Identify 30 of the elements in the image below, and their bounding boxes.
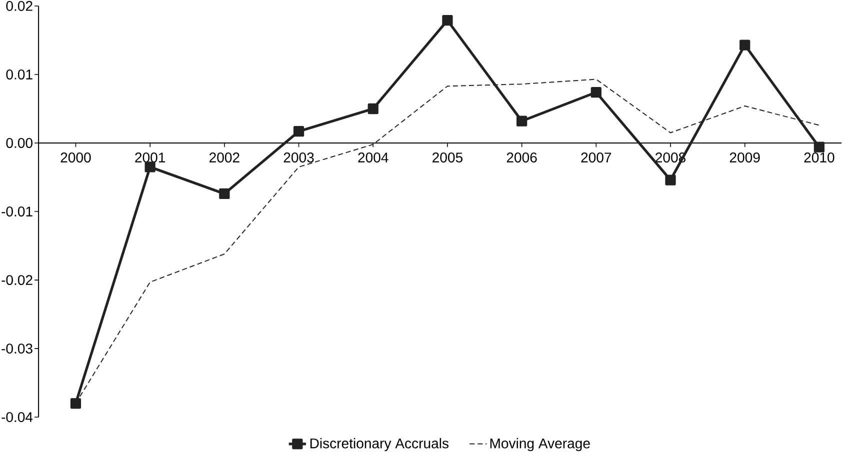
x-tick-label: 2001	[135, 152, 166, 163]
x-tick-label: 2003	[284, 152, 314, 163]
x-tick-label: 2007	[581, 152, 612, 163]
point	[293, 126, 304, 137]
point	[665, 174, 676, 186]
point	[70, 398, 82, 409]
x-tick-label: 2006	[506, 152, 537, 163]
legend-label: Discretionary Accruals	[310, 438, 448, 452]
point	[516, 116, 528, 127]
point	[740, 40, 750, 50]
point	[442, 15, 453, 26]
y-tick-label: -0.04	[2, 412, 33, 422]
y-tick-label: 0.01	[6, 70, 32, 80]
x-tick-label: 2009	[730, 152, 760, 163]
point	[814, 142, 825, 153]
point	[590, 87, 602, 98]
y-tick-label: -0.03	[2, 344, 32, 354]
point	[144, 162, 156, 172]
x-tick-label: 2010	[804, 152, 834, 163]
point	[368, 104, 378, 114]
x-tick-label: 2005	[432, 152, 462, 163]
x-tick-label: 2004	[358, 152, 388, 163]
x-tick-label: 2002	[210, 152, 240, 163]
y-tick-label: 0.02	[6, 1, 32, 12]
y-tick-label: -0.01	[2, 206, 32, 217]
legend-label: Moving Average	[490, 438, 590, 452]
point	[219, 188, 230, 200]
y-tick-label: -0.02	[2, 275, 32, 286]
y-tick-label: 0.00	[6, 138, 32, 148]
x-tick-label: 2000	[60, 152, 91, 163]
